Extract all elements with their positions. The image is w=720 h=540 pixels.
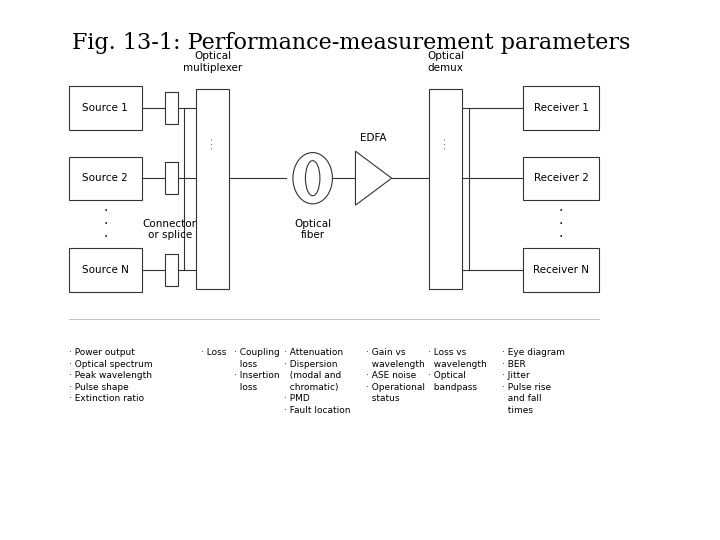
- Bar: [165, 254, 178, 286]
- Text: ·
·
·: · · ·: [103, 204, 107, 244]
- Text: Source 1: Source 1: [83, 103, 128, 113]
- Ellipse shape: [293, 152, 333, 204]
- Bar: [69, 248, 142, 292]
- Text: Receiver 1: Receiver 1: [534, 103, 588, 113]
- Bar: [69, 86, 142, 130]
- Polygon shape: [356, 151, 392, 205]
- Text: · · ·: · · ·: [443, 138, 449, 148]
- Text: · · ·: · · ·: [210, 138, 215, 148]
- Text: Optical
multiplexer: Optical multiplexer: [183, 51, 242, 73]
- Text: · Power output
· Optical spectrum
· Peak wavelength
· Pulse shape
· Extinction r: · Power output · Optical spectrum · Peak…: [69, 348, 153, 403]
- Text: Optical
demux: Optical demux: [427, 51, 464, 73]
- Text: · Loss vs
  wavelength
· Optical
  bandpass: · Loss vs wavelength · Optical bandpass: [428, 348, 487, 392]
- Text: · Loss: · Loss: [201, 348, 226, 357]
- Text: Fig. 13-1: Performance-measurement parameters: Fig. 13-1: Performance-measurement param…: [73, 32, 631, 55]
- Text: Source N: Source N: [82, 265, 129, 275]
- Bar: [523, 157, 599, 200]
- Text: · Attenuation
· Dispersion
  (modal and
  chromatic)
· PMD
· Fault location: · Attenuation · Dispersion (modal and ch…: [284, 348, 351, 415]
- Text: · Coupling
  loss
· Insertion
  loss: · Coupling loss · Insertion loss: [234, 348, 279, 392]
- Bar: [165, 162, 178, 194]
- Text: ·
·
·: · · ·: [559, 204, 563, 244]
- Ellipse shape: [305, 160, 320, 195]
- Text: · Eye diagram
· BER
· Jitter
· Pulse rise
  and fall
  times: · Eye diagram · BER · Jitter · Pulse ris…: [502, 348, 564, 415]
- Bar: [523, 86, 599, 130]
- Bar: [196, 89, 229, 289]
- Text: Connector
or splice: Connector or splice: [143, 219, 197, 240]
- Text: Receiver N: Receiver N: [533, 265, 589, 275]
- Text: Receiver 2: Receiver 2: [534, 173, 588, 183]
- Bar: [429, 89, 462, 289]
- Text: Optical
fiber: Optical fiber: [294, 219, 331, 240]
- Bar: [165, 92, 178, 124]
- Text: · Gain vs
  wavelength
· ASE noise
· Operational
  status: · Gain vs wavelength · ASE noise · Opera…: [366, 348, 425, 403]
- Text: EDFA: EDFA: [360, 133, 387, 143]
- Bar: [523, 248, 599, 292]
- Bar: [69, 157, 142, 200]
- Text: Source 2: Source 2: [83, 173, 128, 183]
